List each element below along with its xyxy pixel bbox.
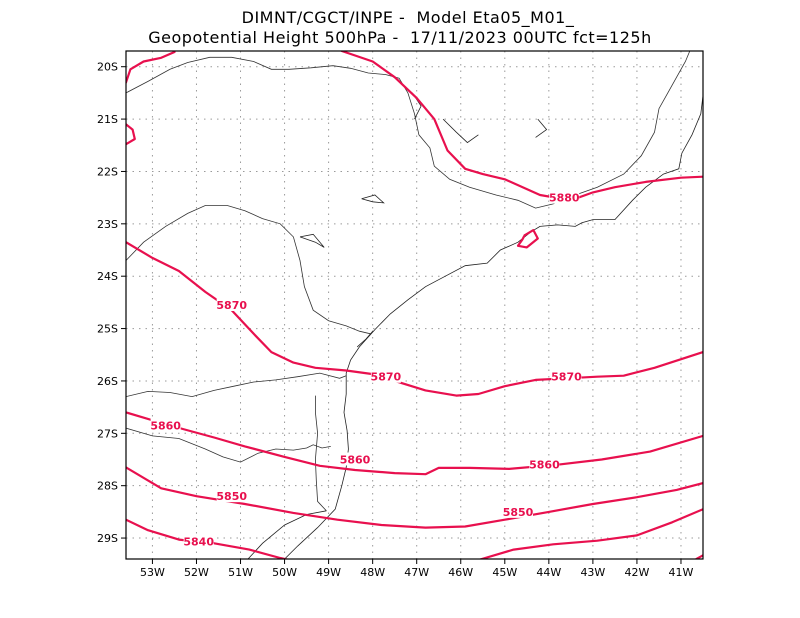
x-tick-label: 48W [360, 566, 385, 579]
state-border [126, 372, 347, 398]
contour-label-bg [529, 457, 560, 471]
contour-label-bg [370, 369, 401, 383]
x-tick-label: 44W [536, 566, 561, 579]
contour-label-5850: 5850 [503, 506, 534, 519]
title-line-2: Geopotential Height 500hPa - 17/11/2023 … [148, 28, 651, 47]
contour-line-5880 [340, 51, 703, 202]
y-tick-label: 28S [97, 480, 118, 493]
state-border [126, 427, 331, 463]
contour-line-5880 [126, 51, 176, 84]
contour-line-5880 [516, 229, 539, 249]
x-axis-longitude: 53W 52W 51W 50W 49W 48W 47W 46W 45W 44W 43W 42W 41W [140, 559, 694, 579]
y-axis-latitude: 20S 21S 22S 23S 24S 25S 26S 27S 28S 29S [97, 61, 126, 545]
contour-label-bg [183, 534, 214, 548]
contour-label-5870: 5870 [371, 371, 402, 384]
x-tick-label: 47W [404, 566, 429, 579]
title-line-1: DIMNT/CGCT/INPE - Model Eta05_M01_ [242, 8, 575, 28]
contour-label-5850: 5850 [216, 490, 247, 503]
x-tick-label: 51W [228, 566, 253, 579]
y-tick-label: 23S [97, 218, 118, 231]
contour-line-5840 [695, 554, 703, 559]
state-border [126, 51, 691, 209]
contour-label-5870: 5870 [551, 371, 582, 384]
x-tick-label: 53W [140, 566, 165, 579]
reservoir-outline [356, 330, 374, 348]
contour-line-5850 [126, 466, 703, 529]
x-tick-label: 41W [669, 566, 694, 579]
contour-line-5880 [126, 123, 136, 146]
contour-label-bg [503, 504, 534, 518]
map-outlines [126, 51, 703, 559]
coastline [284, 95, 703, 559]
y-tick-label: 22S [97, 165, 118, 178]
contour-label-5880: 5880 [549, 192, 580, 205]
x-tick-label: 52W [184, 566, 209, 579]
contour-label-bg [150, 418, 181, 432]
contour-label-5870: 5870 [216, 299, 247, 312]
x-tick-label: 43W [580, 566, 605, 579]
reservoir-outline [299, 233, 325, 248]
height-contours: 5880 5870 5870 5870 5860 5860 5860 5850 5850 5840 [126, 51, 703, 559]
contour-label-bg [549, 190, 580, 204]
reservoir-outline [535, 118, 548, 138]
y-tick-label: 25S [97, 323, 118, 336]
y-tick-label: 20S [97, 61, 118, 74]
contour-line-5840 [126, 518, 290, 559]
x-tick-label: 50W [272, 566, 297, 579]
contour-label-5860: 5860 [150, 419, 181, 432]
plot-frame [125, 50, 704, 560]
y-tick-label: 29S [97, 532, 118, 545]
contour-5880: 5880 [126, 51, 703, 249]
contour-label-bg [216, 489, 247, 503]
contour-label-bg [551, 369, 582, 383]
contour-line-5870 [126, 241, 703, 397]
y-tick-label: 27S [97, 427, 118, 440]
contour-5860: 5860 5860 5860 [126, 411, 703, 476]
state-border [126, 205, 371, 335]
graticule-grid [126, 51, 703, 559]
contour-5870: 5870 5870 5870 [126, 241, 703, 397]
x-tick-label: 49W [316, 566, 341, 579]
x-tick-label: 45W [492, 566, 517, 579]
contour-line-5860 [126, 411, 703, 476]
contour-label-5860: 5860 [340, 453, 371, 466]
contour-label-bg [340, 452, 371, 466]
contour-label-5840: 5840 [183, 536, 214, 549]
reservoir-outline [361, 194, 385, 204]
contour-line-5840 [477, 508, 703, 559]
state-border [314, 395, 327, 512]
contour-5840: 5840 [126, 508, 703, 559]
y-tick-label: 21S [97, 113, 118, 126]
y-tick-label: 26S [97, 375, 118, 388]
x-tick-label: 42W [624, 566, 649, 579]
coastline [247, 510, 327, 559]
contour-label-bg [216, 298, 247, 311]
contour-5850: 5850 5850 [126, 466, 703, 529]
x-tick-label: 46W [448, 566, 473, 579]
y-tick-label: 24S [97, 270, 118, 283]
contour-label-5860: 5860 [529, 459, 560, 472]
reservoir-outline [442, 118, 479, 144]
